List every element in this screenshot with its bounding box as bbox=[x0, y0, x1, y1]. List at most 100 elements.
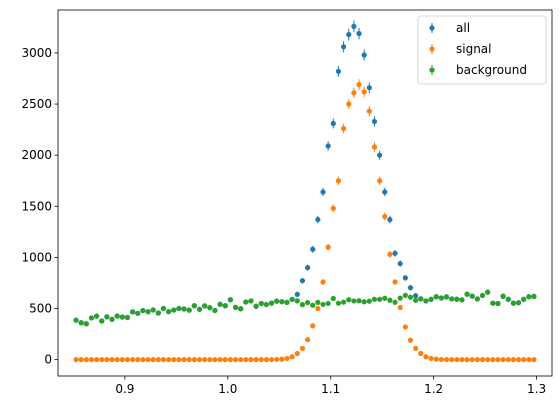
data-point bbox=[479, 292, 486, 299]
data-point bbox=[428, 355, 434, 362]
data-point bbox=[346, 297, 352, 303]
data-point bbox=[279, 299, 285, 305]
data-point bbox=[160, 357, 167, 363]
data-point bbox=[191, 357, 197, 363]
y-tick-label: 2000 bbox=[21, 148, 52, 162]
data-point bbox=[304, 265, 311, 271]
data-point bbox=[382, 213, 388, 220]
data-point bbox=[500, 293, 506, 299]
data-point bbox=[207, 357, 213, 363]
data-point bbox=[515, 357, 522, 363]
data-point bbox=[469, 357, 475, 363]
data-point bbox=[418, 350, 424, 357]
data-point bbox=[346, 31, 352, 38]
data-point bbox=[114, 313, 120, 319]
data-point bbox=[356, 82, 362, 88]
data-point bbox=[145, 357, 151, 363]
data-point bbox=[407, 285, 414, 291]
data-point bbox=[526, 294, 532, 300]
data-point bbox=[119, 357, 125, 363]
data-point bbox=[330, 295, 336, 302]
data-point bbox=[387, 251, 393, 257]
data-point bbox=[73, 317, 79, 323]
data-point bbox=[232, 304, 239, 311]
data-point bbox=[402, 275, 408, 281]
data-point bbox=[304, 299, 311, 306]
data-point bbox=[114, 357, 120, 363]
data-point bbox=[294, 298, 300, 304]
data-point bbox=[299, 278, 306, 284]
data-point bbox=[387, 297, 393, 303]
data-point bbox=[166, 357, 172, 363]
data-point bbox=[510, 300, 517, 306]
data-point bbox=[413, 293, 419, 299]
data-point bbox=[274, 356, 280, 363]
data-point bbox=[459, 297, 465, 303]
legend-label-background: background bbox=[456, 63, 527, 77]
data-point bbox=[443, 294, 450, 300]
data-point bbox=[104, 357, 110, 363]
data-point bbox=[392, 279, 398, 285]
data-point bbox=[289, 296, 295, 303]
data-point bbox=[315, 216, 321, 223]
data-point bbox=[474, 296, 480, 302]
data-point bbox=[109, 357, 115, 363]
data-point bbox=[196, 306, 203, 312]
data-point bbox=[387, 216, 393, 223]
data-point bbox=[186, 357, 192, 363]
data-point bbox=[140, 307, 146, 314]
data-point bbox=[119, 314, 125, 320]
data-point bbox=[294, 350, 300, 357]
x-tick-label: 0.9 bbox=[115, 382, 134, 396]
data-point bbox=[268, 356, 275, 363]
data-point bbox=[217, 301, 223, 307]
data-point bbox=[325, 300, 331, 307]
data-point bbox=[335, 68, 342, 74]
data-point bbox=[361, 89, 367, 95]
data-point bbox=[449, 357, 455, 363]
data-point bbox=[315, 299, 321, 305]
data-point bbox=[227, 357, 233, 363]
data-point bbox=[515, 300, 522, 306]
data-point bbox=[155, 310, 161, 316]
x-tick-label: 1.1 bbox=[321, 382, 340, 396]
data-point bbox=[325, 244, 331, 250]
data-point bbox=[124, 357, 131, 363]
legend-item-signal: signal bbox=[429, 42, 492, 56]
data-point bbox=[407, 337, 414, 343]
data-point bbox=[433, 294, 439, 300]
data-point bbox=[166, 309, 172, 315]
data-point bbox=[531, 357, 537, 363]
data-point bbox=[191, 303, 197, 309]
data-point bbox=[135, 357, 141, 363]
data-point bbox=[423, 354, 429, 360]
data-point bbox=[243, 299, 249, 305]
data-point bbox=[140, 357, 146, 363]
legend-label-signal: signal bbox=[456, 42, 492, 56]
data-point bbox=[485, 357, 491, 363]
data-point bbox=[464, 291, 470, 297]
data-point bbox=[150, 307, 156, 313]
data-point bbox=[366, 85, 372, 91]
data-point bbox=[438, 356, 444, 363]
axes-frame bbox=[57, 9, 553, 377]
data-point bbox=[320, 189, 326, 195]
data-point bbox=[526, 357, 532, 363]
data-point bbox=[505, 296, 511, 302]
series-signal bbox=[73, 79, 537, 363]
data-point bbox=[382, 189, 388, 195]
data-point bbox=[130, 309, 136, 315]
data-point bbox=[479, 357, 486, 363]
data-point bbox=[407, 294, 414, 300]
data-point bbox=[299, 345, 306, 351]
data-point bbox=[248, 298, 254, 304]
data-point bbox=[449, 296, 455, 302]
data-point bbox=[361, 299, 367, 305]
data-point bbox=[176, 357, 182, 363]
data-point bbox=[109, 316, 115, 322]
legend-item-all: all bbox=[429, 21, 470, 35]
data-point bbox=[340, 44, 347, 50]
data-point bbox=[366, 108, 372, 114]
data-point bbox=[263, 301, 270, 308]
data-point bbox=[258, 357, 264, 363]
